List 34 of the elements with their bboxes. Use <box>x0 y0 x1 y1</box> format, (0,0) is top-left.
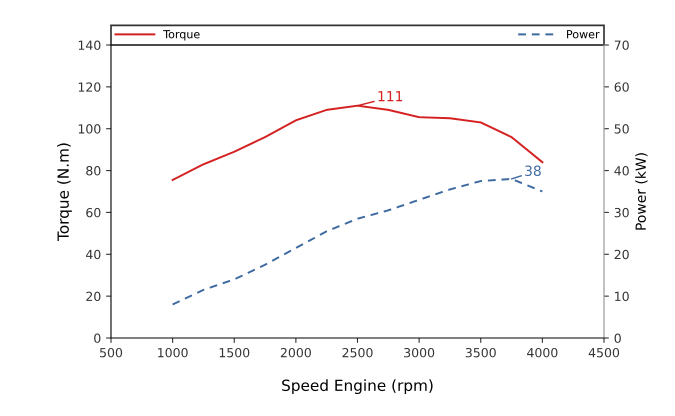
legend-label: Torque <box>163 30 200 41</box>
y-tick-label: 0 <box>94 333 100 343</box>
y-tick-label: 100 <box>78 124 100 134</box>
y-axis-title: Torque (N.m) <box>57 143 72 241</box>
y-tick-label: 40 <box>86 250 100 260</box>
x-tick-label: 2500 <box>342 348 373 358</box>
x-tick-label: 1000 <box>158 348 188 358</box>
x-tick-label: 4000 <box>527 348 558 358</box>
y2-tick-label: 40 <box>614 166 629 176</box>
y2-tick-label: 10 <box>615 292 629 302</box>
x-tick-label: 2000 <box>280 348 311 358</box>
line-series <box>172 178 544 306</box>
y-tick-label: 140 <box>78 40 100 50</box>
y-tick-label: 120 <box>78 82 100 92</box>
annotation: 38 <box>525 166 541 176</box>
y2-tick-label: 50 <box>614 124 629 134</box>
x-tick-label: 500 <box>100 348 122 358</box>
y-tick-label: 80 <box>86 166 100 176</box>
y2-tick-label: 0 <box>614 333 621 343</box>
x-tick-label: 4500 <box>588 348 620 358</box>
y2-tick-label: 30 <box>614 208 629 218</box>
y2-axis-title: Power (kW) <box>635 153 648 230</box>
legend-label: Power <box>567 30 600 38</box>
x-tick-label: 1500 <box>220 348 250 358</box>
y2-tick-label: 20 <box>614 250 629 260</box>
annotation: 111 <box>378 91 402 102</box>
y-tick-label: 20 <box>86 292 100 302</box>
line-series <box>172 104 544 181</box>
x-tick-label: 3500 <box>466 348 496 358</box>
y2-tick-label: 70 <box>614 40 629 50</box>
y-tick-label: 60 <box>86 208 100 218</box>
x-axis-title: Speed Engine (rpm) <box>282 379 433 394</box>
x-tick-label: 3000 <box>404 348 434 358</box>
y2-tick-label: 60 <box>614 82 629 92</box>
